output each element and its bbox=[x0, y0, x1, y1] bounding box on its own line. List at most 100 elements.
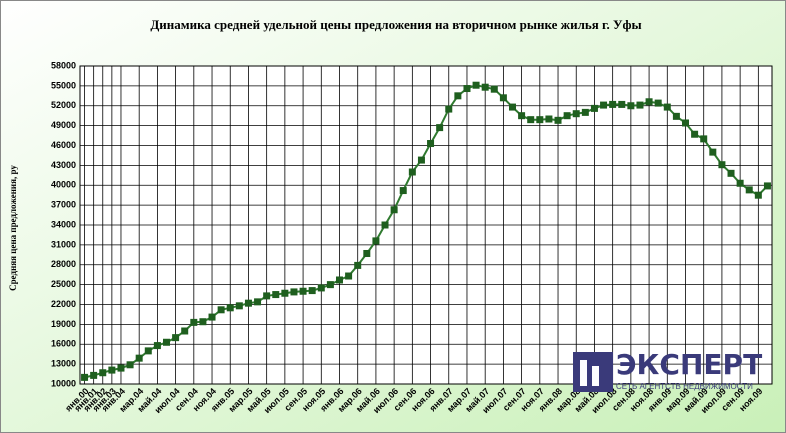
logo-icon bbox=[580, 360, 587, 386]
point-marker bbox=[263, 292, 271, 300]
point-marker bbox=[754, 191, 762, 199]
point-marker bbox=[326, 281, 334, 289]
point-marker bbox=[117, 364, 125, 372]
y-tick-label: 55000 bbox=[51, 80, 76, 90]
point-marker bbox=[299, 287, 307, 295]
point-marker bbox=[199, 318, 207, 326]
y-tick-label: 37000 bbox=[51, 200, 76, 210]
point-marker bbox=[208, 313, 216, 321]
point-marker bbox=[144, 347, 152, 355]
point-marker bbox=[126, 361, 134, 369]
y-tick-label: 16000 bbox=[51, 339, 76, 349]
y-tick-label: 52000 bbox=[51, 100, 76, 110]
point-marker bbox=[763, 182, 771, 190]
point-marker bbox=[672, 112, 680, 120]
point-marker bbox=[590, 104, 598, 112]
point-marker bbox=[163, 338, 170, 346]
point-marker bbox=[181, 327, 189, 335]
point-marker bbox=[336, 276, 343, 284]
point-marker bbox=[627, 102, 635, 110]
point-marker bbox=[445, 105, 453, 113]
point-marker bbox=[636, 101, 644, 109]
point-marker bbox=[472, 81, 480, 89]
point-marker bbox=[545, 115, 553, 123]
point-marker bbox=[272, 291, 280, 299]
point-marker bbox=[709, 148, 717, 156]
watermark: ЭКСПЕРТ СЕТЬ АГЕНТСТВ НЕДВИЖИМОСТИ bbox=[573, 348, 762, 392]
point-marker bbox=[736, 179, 744, 187]
point-marker bbox=[308, 287, 316, 295]
point-marker bbox=[372, 237, 380, 245]
point-marker bbox=[581, 108, 589, 116]
y-tick-label: 10000 bbox=[51, 378, 76, 388]
point-marker bbox=[682, 119, 689, 127]
point-marker bbox=[408, 168, 416, 176]
y-tick-label: 46000 bbox=[51, 140, 76, 150]
point-marker bbox=[381, 221, 389, 229]
point-marker bbox=[254, 298, 262, 306]
y-tick-label: 31000 bbox=[51, 239, 76, 249]
y-tick-label: 25000 bbox=[51, 279, 76, 289]
point-marker bbox=[527, 116, 535, 124]
point-marker bbox=[536, 116, 544, 124]
point-marker bbox=[417, 156, 425, 164]
point-marker bbox=[226, 304, 234, 312]
y-tick-label: 58000 bbox=[51, 60, 76, 70]
point-marker bbox=[609, 100, 617, 108]
y-tick-label: 40000 bbox=[51, 180, 76, 190]
point-marker bbox=[281, 289, 289, 297]
point-marker bbox=[436, 124, 444, 132]
y-axis-label: Средняя цена предложения, ру bbox=[8, 165, 18, 291]
point-marker bbox=[135, 354, 143, 362]
point-marker bbox=[700, 135, 708, 143]
point-marker bbox=[108, 366, 116, 374]
point-marker bbox=[600, 101, 608, 109]
point-marker bbox=[217, 306, 225, 314]
point-marker bbox=[509, 103, 516, 111]
point-marker bbox=[654, 99, 662, 107]
series-line bbox=[84, 84, 769, 379]
y-tick-label: 34000 bbox=[51, 219, 76, 229]
point-marker bbox=[363, 249, 371, 257]
point-marker bbox=[345, 272, 353, 280]
point-marker bbox=[81, 373, 89, 381]
point-marker bbox=[235, 302, 243, 310]
y-tick-label: 28000 bbox=[51, 259, 76, 269]
point-marker bbox=[481, 83, 489, 91]
point-marker bbox=[745, 186, 753, 194]
logo-tagline: СЕТЬ АГЕНТСТВ НЕДВИЖИМОСТИ bbox=[616, 382, 753, 391]
point-marker bbox=[290, 288, 298, 296]
point-marker bbox=[454, 92, 462, 100]
point-marker bbox=[190, 318, 198, 326]
point-marker bbox=[354, 261, 362, 269]
y-tick-label: 49000 bbox=[51, 120, 76, 130]
point-marker bbox=[172, 334, 180, 342]
point-marker bbox=[691, 130, 699, 138]
point-marker bbox=[153, 342, 161, 350]
point-marker bbox=[427, 140, 435, 148]
point-marker bbox=[554, 116, 562, 124]
point-marker bbox=[663, 103, 671, 111]
point-marker bbox=[490, 85, 498, 93]
y-tick-label: 43000 bbox=[51, 160, 76, 170]
chart-title: Динамика средней удельной цены предложен… bbox=[150, 17, 641, 32]
point-marker bbox=[645, 98, 653, 106]
y-tick-label: 19000 bbox=[51, 319, 76, 329]
point-marker bbox=[317, 284, 325, 292]
point-marker bbox=[718, 161, 726, 169]
point-marker bbox=[399, 187, 407, 195]
point-marker bbox=[463, 85, 471, 93]
y-tick-label: 13000 bbox=[51, 359, 76, 369]
logo-name: ЭКСПЕРТ bbox=[616, 348, 762, 381]
point-marker bbox=[99, 369, 107, 377]
point-marker bbox=[244, 299, 252, 307]
logo-icon bbox=[592, 366, 599, 386]
y-tick-label: 22000 bbox=[51, 299, 76, 309]
point-marker bbox=[499, 94, 507, 102]
point-marker bbox=[727, 169, 735, 177]
point-marker bbox=[572, 110, 580, 118]
point-marker bbox=[390, 206, 398, 214]
point-marker bbox=[518, 112, 526, 120]
